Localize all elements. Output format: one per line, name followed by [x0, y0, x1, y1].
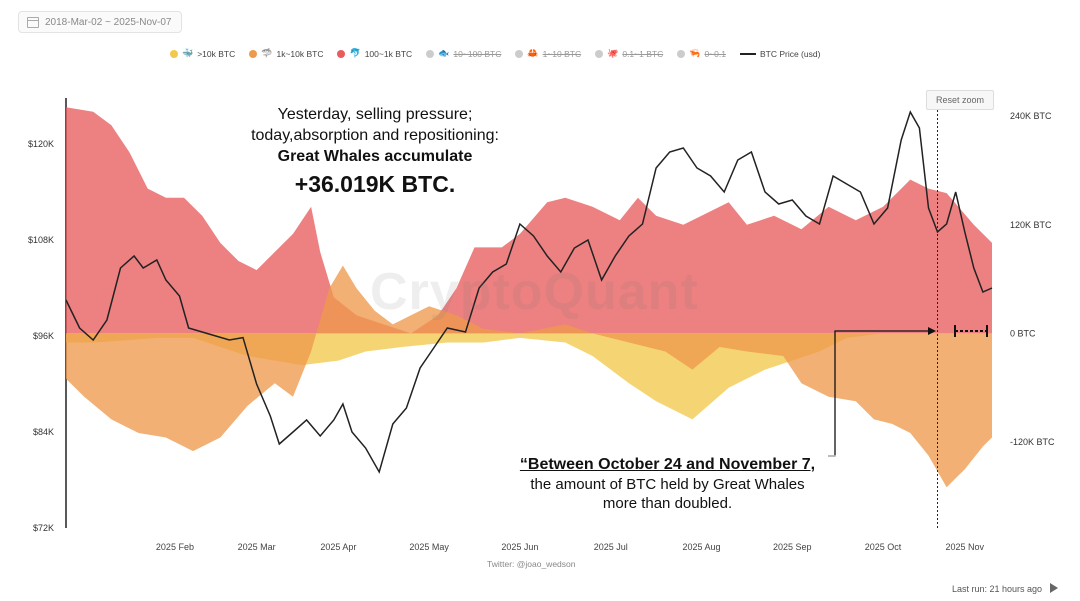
legend-swatch — [515, 49, 524, 58]
x-tick-label: 2025 Feb — [156, 542, 194, 552]
x-tick-label: 2025 Apr — [320, 542, 356, 552]
chart-legend: 🐳 >10k BTC 🦈 1k~10k BTC 🐬 100~1k BTC 🐟 10~100 B… — [170, 48, 820, 59]
legend-item[interactable]: 🦈 1k~10k BTC — [249, 48, 323, 59]
annotation-bottom-line3: more than doubled. — [602, 495, 733, 512]
left-tick-label: $108K — [28, 235, 54, 245]
legend-label: 100~1k BTC — [364, 48, 413, 59]
legend-line-swatch — [739, 52, 756, 55]
calendar-icon — [27, 16, 39, 28]
legend-glyph-icon: 🐟 — [438, 48, 450, 58]
x-tick-label: 2025 Sep — [773, 542, 812, 552]
legend-swatch — [595, 49, 604, 58]
arrow-head — [928, 327, 936, 335]
legend-glyph-icon: 🦀 — [527, 48, 539, 58]
area-series-1k-10k-btc — [66, 265, 992, 488]
x-tick-label: 2025 Aug — [682, 542, 720, 552]
legend-item[interactable]: BTC Price (usd) — [739, 48, 821, 59]
watermark: CryptoQuant — [370, 263, 699, 321]
legend-glyph-icon: 🐙 — [607, 48, 619, 58]
left-tick-label: $84K — [33, 427, 54, 437]
legend-swatch — [337, 49, 346, 58]
legend-item[interactable]: 🐳 >10k BTC — [170, 48, 235, 59]
annotation-top: Yesterday, selling pressure; today,absor… — [190, 104, 560, 201]
legend-item[interactable]: 🐙 0.1~1 BTC — [595, 48, 663, 59]
annotation-top-line4: +36.019K BTC. — [294, 171, 456, 197]
left-tick-label: $120K — [28, 139, 54, 149]
legend-item[interactable]: 🐟 10~100 BTC — [426, 48, 501, 59]
legend-label: 1k~10k BTC — [276, 48, 324, 59]
legend-label: 0~0.1 — [704, 48, 726, 59]
date-range-label: 2018-Mar-02 ~ 2025-Nov-07 — [45, 16, 172, 28]
legend-swatch — [170, 49, 178, 58]
legend-glyph-icon: 🐬 — [349, 48, 361, 58]
legend-swatch — [426, 49, 435, 58]
right-tick-label: -120K BTC — [1010, 437, 1055, 447]
price-line — [65, 110, 993, 474]
right-tick-label: 240K BTC — [1010, 111, 1052, 121]
legend-label: >10k BTC — [197, 48, 236, 59]
right-tick-label: 0 BTC — [1010, 328, 1036, 338]
annotation-top-line1: Yesterday, selling pressure; — [277, 106, 473, 123]
x-tick-label: 2025 Mar — [238, 542, 276, 552]
legend-label: BTC Price (usd) — [759, 48, 821, 59]
left-tick-label: $72K — [33, 523, 54, 533]
play-icon[interactable] — [1050, 583, 1058, 593]
legend-swatch — [677, 49, 686, 58]
right-tick-label: 120K BTC — [1010, 220, 1052, 230]
annotation-top-line3: Great Whales accumulate — [277, 148, 473, 165]
legend-glyph-icon: 🐳 — [182, 48, 194, 58]
x-tick-label: 2025 Oct — [865, 542, 902, 552]
x-tick-label: 2025 May — [409, 542, 449, 552]
twitter-credit: Twitter: @joao_wedson — [487, 559, 576, 569]
x-tick-label: 2025 Nov — [945, 542, 984, 552]
legend-item[interactable]: 🦀 1~10 BTC — [515, 48, 581, 59]
annotation-bottom: “Between October 24 and November 7, the … — [490, 455, 845, 513]
annotation-bottom-line1: “Between October 24 and November 7, — [519, 456, 816, 473]
area-series-100-1k-btc — [66, 107, 992, 334]
legend-label: 10~100 BTC — [453, 48, 502, 59]
legend-item[interactable]: 🐬 100~1k BTC — [337, 48, 412, 59]
date-range-picker[interactable]: 2018-Mar-02 ~ 2025-Nov-07 — [18, 11, 183, 33]
legend-swatch — [249, 49, 258, 58]
annotation-bottom-line2: the amount of BTC held by Great Whales — [530, 476, 805, 493]
legend-label: 1~10 BTC — [542, 48, 582, 59]
legend-glyph-icon: 🦐 — [689, 48, 701, 58]
x-tick-label: 2025 Jul — [594, 542, 628, 552]
legend-glyph-icon: 🦈 — [261, 48, 273, 58]
x-tick-label: 2025 Jun — [501, 542, 538, 552]
annotation-top-line2: today,absorption and repositioning: — [251, 127, 499, 144]
reset-zoom-button[interactable]: Reset zoom — [926, 90, 994, 110]
legend-label: 0.1~1 BTC — [622, 48, 664, 59]
last-run-status: Last run: 21 hours ago — [951, 584, 1042, 594]
left-tick-label: $96K — [33, 331, 54, 341]
legend-item[interactable]: 🦐 0~0.1 — [677, 48, 726, 59]
